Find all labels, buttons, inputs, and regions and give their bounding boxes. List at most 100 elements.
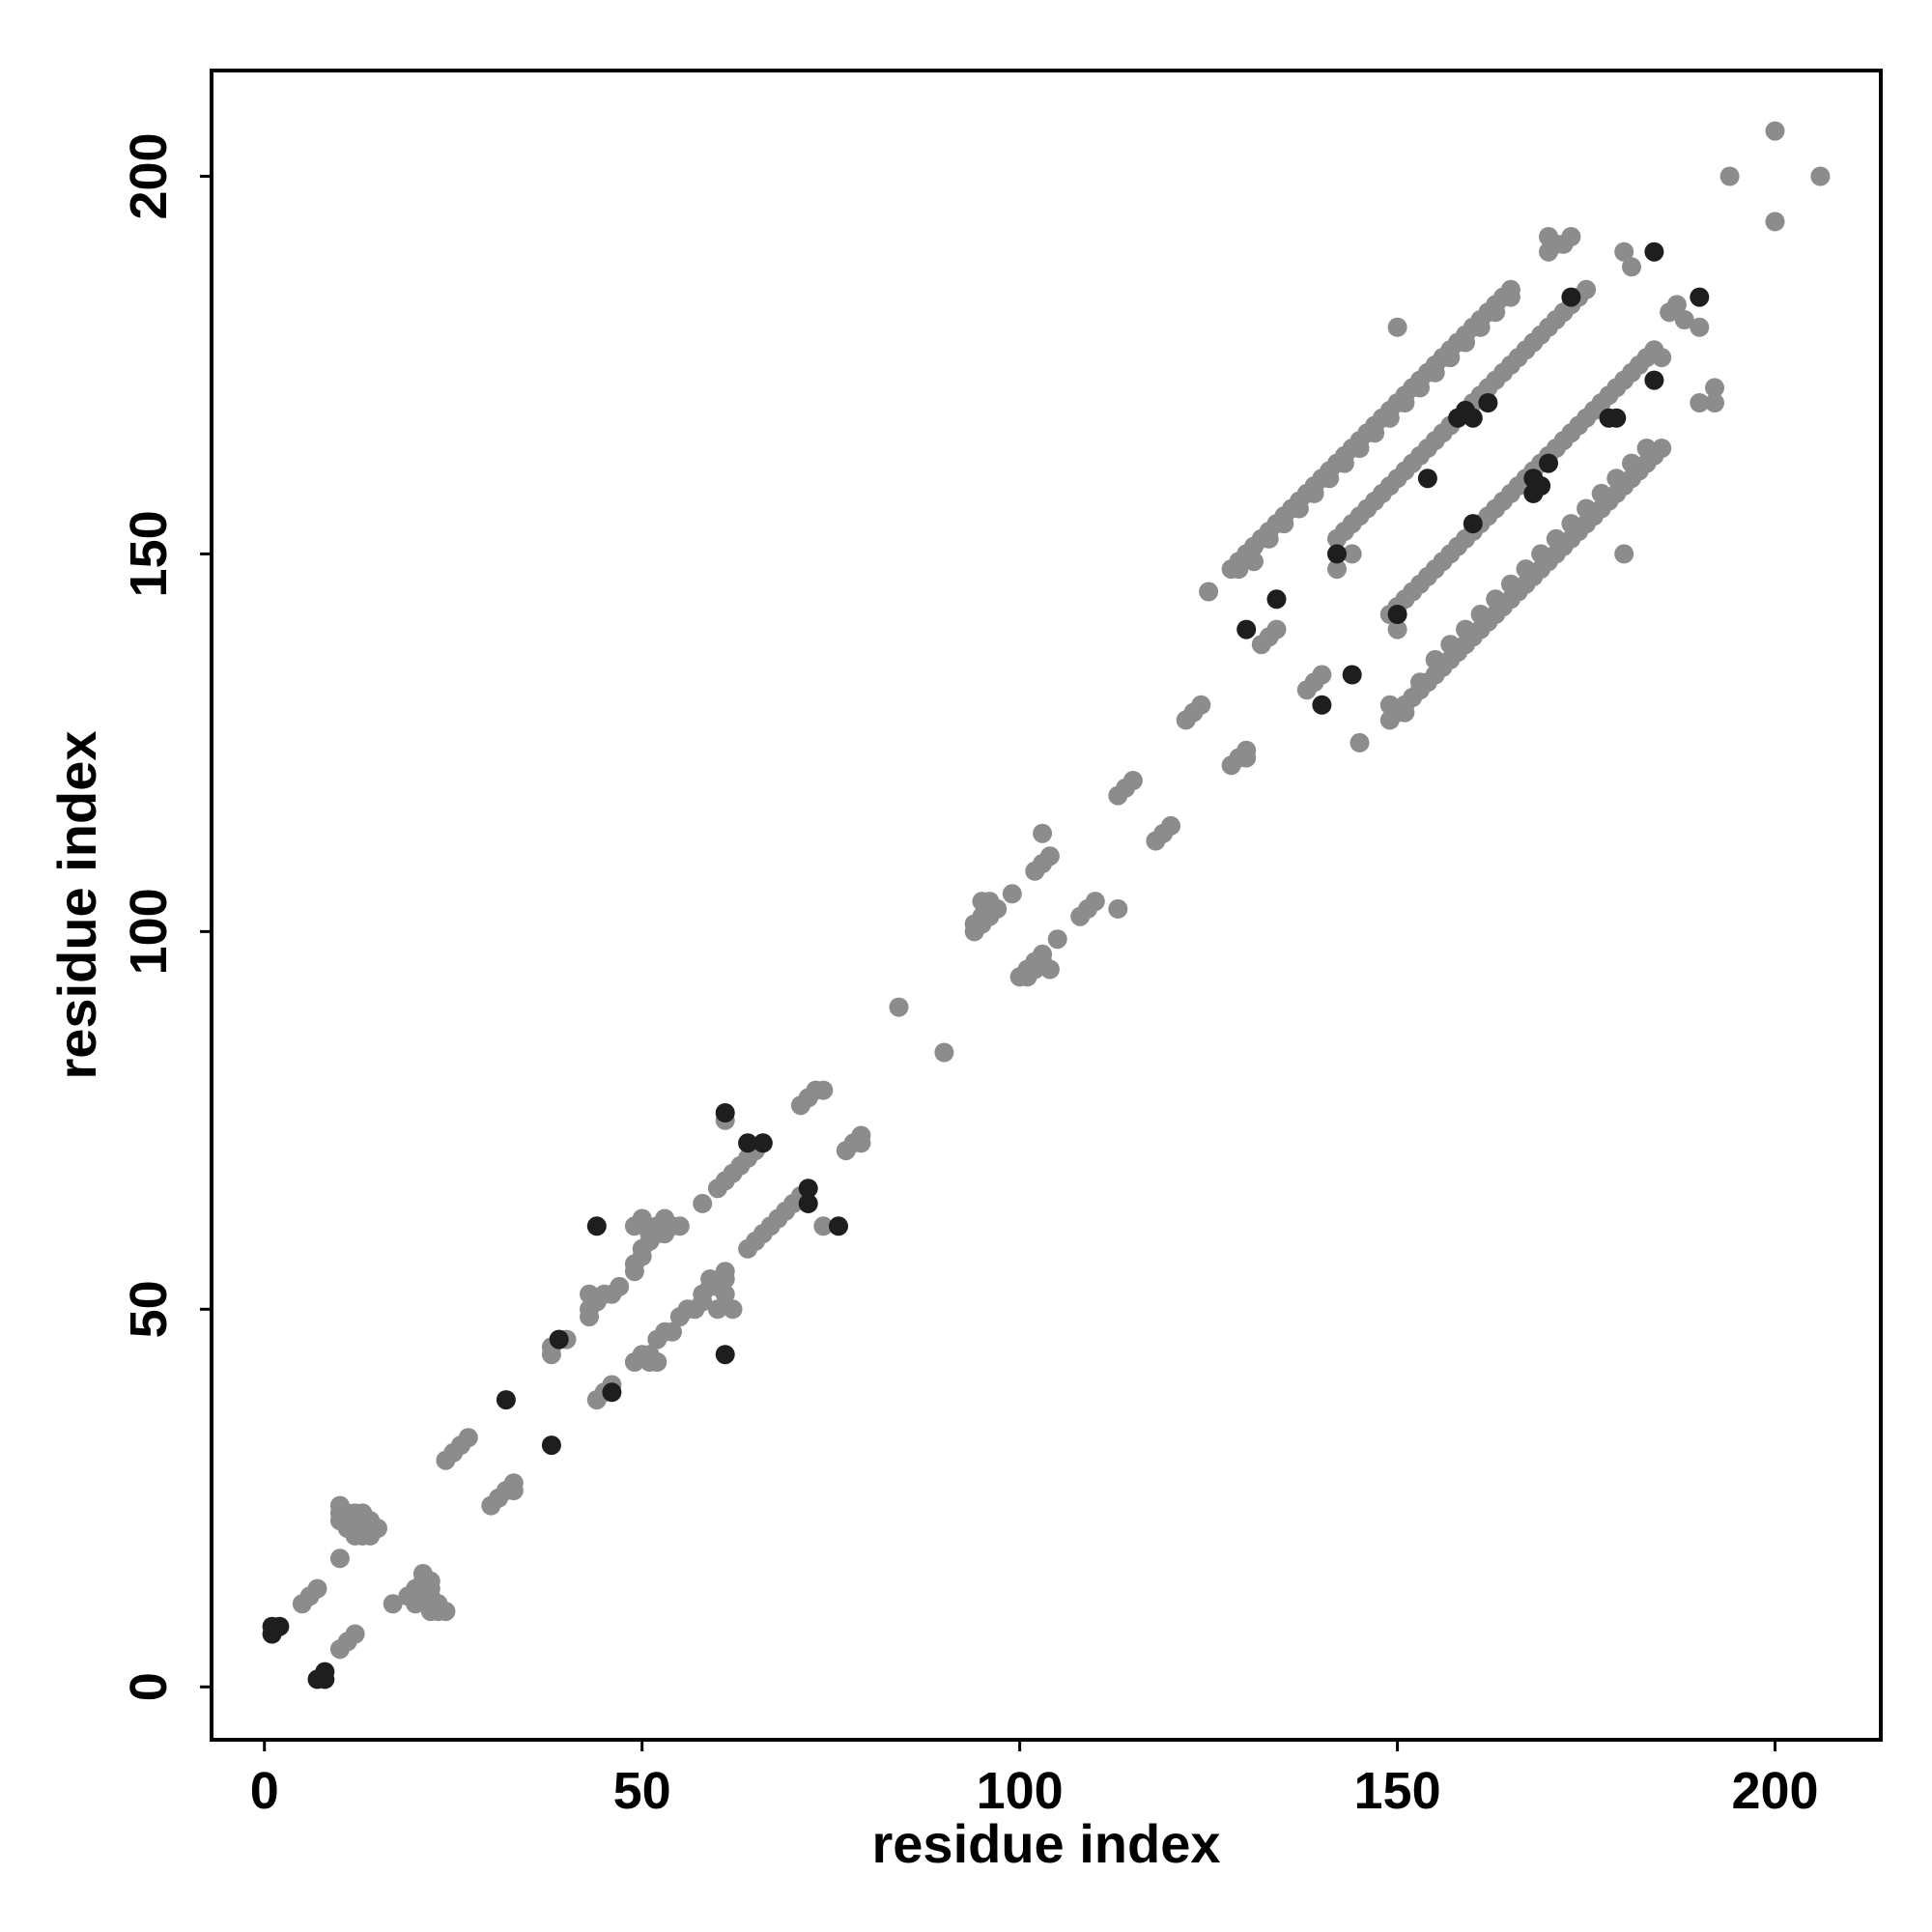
data-point-black [1690,287,1710,307]
data-point-gray [1577,279,1597,299]
data-point-gray [1690,317,1710,337]
data-point-gray [1002,884,1022,904]
data-point-black [1327,544,1347,564]
data-point-gray [1652,439,1672,458]
data-point-gray [813,1080,834,1100]
y-axis-label: residue index [46,730,107,1079]
data-point-black [602,1382,622,1403]
data-point-gray [1614,242,1634,262]
data-point-gray [1039,959,1060,980]
data-point-black [1606,408,1627,428]
data-point-gray [1622,453,1641,473]
x-tick-label: 150 [1354,1762,1441,1820]
data-point-black [1236,619,1257,639]
data-point-gray [1033,944,1053,964]
data-point-gray [851,1133,871,1153]
data-point-gray [1516,559,1536,580]
data-point-black [715,1103,735,1122]
data-point-gray [1191,695,1211,715]
data-point-black [586,1216,607,1236]
data-point-black [1531,476,1551,496]
data-point-gray [1546,528,1566,549]
data-point-gray [360,1519,381,1539]
data-point-black [715,1345,735,1365]
data-point-gray [1410,378,1430,398]
data-point-gray [1606,469,1627,489]
data-point-gray [1690,393,1710,412]
data-point-gray [1410,672,1430,693]
data-point-black [270,1616,290,1636]
data-point-gray [1765,121,1785,141]
data-point-gray [580,1307,599,1327]
data-point-gray [669,1216,690,1236]
x-tick-label: 100 [977,1762,1064,1820]
data-point-gray [1425,649,1445,669]
data-point-gray [1636,439,1657,458]
data-point-gray [1161,815,1180,836]
data-point-black [1644,370,1664,390]
data-point-gray [1379,408,1400,428]
x-axis-label: residue index [871,1813,1220,1874]
data-point-gray [1561,227,1581,246]
data-point-gray [1327,559,1347,580]
data-point-gray [1334,453,1354,473]
data-point-gray [1622,257,1641,277]
data-point-gray [1810,166,1831,186]
data-point-black [753,1133,773,1153]
data-point-gray [1470,317,1491,337]
data-point-gray [1395,393,1415,412]
data-point-gray [1259,528,1279,549]
data-point-gray [715,1262,735,1282]
data-point-gray [1229,559,1249,580]
data-point-gray [1387,317,1407,337]
y-axis: 0 50 100 150 200 [120,132,212,1701]
data-point-black [738,1133,758,1153]
data-point-gray [1320,469,1340,489]
data-point-gray [1539,227,1558,246]
data-point-gray [1274,514,1294,534]
data-point-gray [1312,665,1332,685]
data-point-gray [1440,635,1461,655]
data-point-gray [715,1284,735,1304]
y-tick-label: 50 [120,1280,178,1338]
data-point-gray [1304,483,1324,503]
data-point-gray [1199,582,1219,602]
data-point-gray [1440,348,1461,368]
data-point-gray [889,997,909,1017]
data-point-gray [1379,695,1400,715]
data-point-gray [1365,423,1385,443]
data-point-gray [383,1594,403,1614]
data-point-black [1463,514,1483,534]
data-point-gray [406,1594,426,1614]
data-point-gray [1591,483,1611,503]
data-point-gray [707,1299,727,1320]
data-point-gray [329,1548,350,1569]
data-point-gray [1652,348,1672,368]
data-point-gray [1350,439,1370,458]
data-point-gray [1085,892,1105,912]
data-point-gray [1108,898,1128,919]
data-point-gray [1486,302,1506,323]
data-point-gray [1342,544,1362,564]
data-point-black [1417,469,1437,489]
data-point-gray [1266,619,1287,639]
data-point-gray [1765,212,1785,232]
data-point-gray [1561,514,1581,534]
data-point-black [1342,665,1362,685]
data-point-gray [1425,362,1445,383]
data-point-gray [1456,619,1475,639]
data-point-gray [1470,605,1491,624]
data-point-gray [1674,310,1694,329]
x-tick-label: 0 [250,1762,279,1820]
y-tick-label: 100 [120,888,178,975]
data-point-gray [632,1208,652,1229]
data-point-black [829,1216,848,1236]
data-point-black [1463,408,1483,428]
y-tick-label: 200 [120,132,178,219]
data-point-black [1312,695,1332,715]
data-point-gray [934,1042,954,1063]
data-point-gray [1577,498,1597,519]
data-point-gray [1033,823,1053,843]
data-point-gray [610,1276,630,1296]
